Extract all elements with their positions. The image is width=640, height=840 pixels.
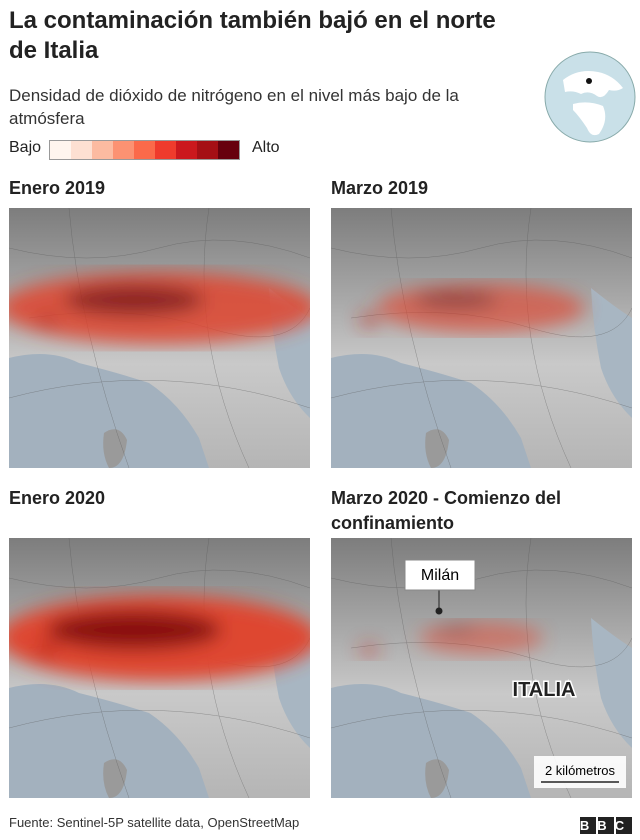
map <box>9 538 310 798</box>
pollution-area <box>377 283 585 333</box>
city-label: Milán <box>421 567 459 584</box>
pollution-city <box>359 643 379 657</box>
map: Milán ITALIA 2 kilómetros <box>331 538 632 798</box>
panel-title: Enero 2019 <box>9 178 106 198</box>
city-label-box <box>404 559 476 591</box>
legend-swatch <box>113 141 134 159</box>
pollution-area <box>419 621 543 655</box>
pollution-core <box>435 625 477 635</box>
legend-swatch <box>50 141 71 159</box>
subtitle: Densidad de dióxido de nitrógeno en el n… <box>9 86 459 128</box>
title: La contaminación también bajó en el nort… <box>9 7 496 64</box>
legend-swatch <box>155 141 176 159</box>
legend-swatch <box>134 141 155 159</box>
legend-swatch <box>176 141 197 159</box>
pollution-city <box>359 313 379 327</box>
legend-scale <box>49 140 240 160</box>
locator-globe <box>544 51 636 143</box>
legend-swatch <box>71 141 92 159</box>
pollution <box>9 595 310 681</box>
panel-title: Marzo 2020 - Comienzo del confinamiento <box>331 488 562 533</box>
bbc-logo: BBC <box>580 817 632 834</box>
pollution-core <box>414 290 498 310</box>
legend-high: Alto <box>252 139 280 156</box>
map <box>331 208 632 468</box>
pollution-core <box>64 284 204 316</box>
scale-label: 2 kilómetros <box>545 763 616 778</box>
source: Fuente: Sentinel-5P satellite data, Open… <box>9 815 300 830</box>
pollution <box>359 621 543 657</box>
legend-low: Bajo <box>9 139 42 156</box>
pollution <box>9 272 310 344</box>
pollution <box>359 283 585 333</box>
legend-swatch <box>218 141 239 159</box>
legend-swatch <box>92 141 113 159</box>
bbc-text: BBC <box>580 818 632 833</box>
pollution-core <box>46 610 222 650</box>
panel-title: Marzo 2019 <box>331 178 429 198</box>
country-label: ITALIA <box>513 679 576 701</box>
pollution-city <box>37 643 57 657</box>
panel-title: Enero 2020 <box>9 488 106 508</box>
pollution-city <box>37 313 57 327</box>
city-dot <box>435 607 443 615</box>
legend-swatch <box>197 141 218 159</box>
map <box>9 208 310 468</box>
